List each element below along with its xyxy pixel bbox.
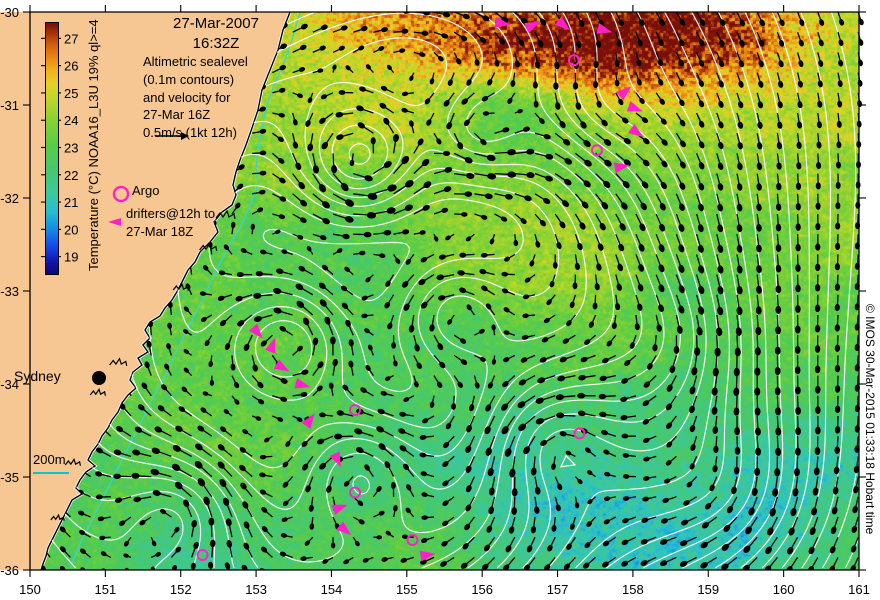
svg-text:155: 155 — [396, 582, 418, 597]
svg-text:19: 19 — [64, 250, 78, 265]
svg-text:22: 22 — [64, 168, 78, 183]
svg-text:154: 154 — [321, 582, 343, 597]
svg-text:25: 25 — [64, 86, 78, 101]
svg-text:160: 160 — [773, 582, 795, 597]
svg-text:-33: -33 — [0, 284, 19, 299]
svg-text:151: 151 — [95, 582, 117, 597]
svg-text:158: 158 — [622, 582, 644, 597]
svg-text:153: 153 — [245, 582, 267, 597]
svg-text:23: 23 — [64, 141, 78, 156]
svg-text:26: 26 — [64, 59, 78, 74]
svg-text:156: 156 — [471, 582, 493, 597]
svg-text:-36: -36 — [0, 563, 19, 578]
svg-text:27: 27 — [64, 31, 78, 46]
svg-text:20: 20 — [64, 222, 78, 237]
svg-text:24: 24 — [64, 113, 78, 128]
svg-text:157: 157 — [547, 582, 569, 597]
svg-text:-35: -35 — [0, 470, 19, 485]
svg-text:159: 159 — [697, 582, 719, 597]
svg-text:-32: -32 — [0, 191, 19, 206]
svg-text:150: 150 — [19, 582, 41, 597]
svg-text:152: 152 — [170, 582, 192, 597]
svg-text:161: 161 — [848, 582, 870, 597]
svg-text:21: 21 — [64, 195, 78, 210]
svg-text:-30: -30 — [0, 5, 19, 20]
svg-text:-31: -31 — [0, 98, 19, 113]
